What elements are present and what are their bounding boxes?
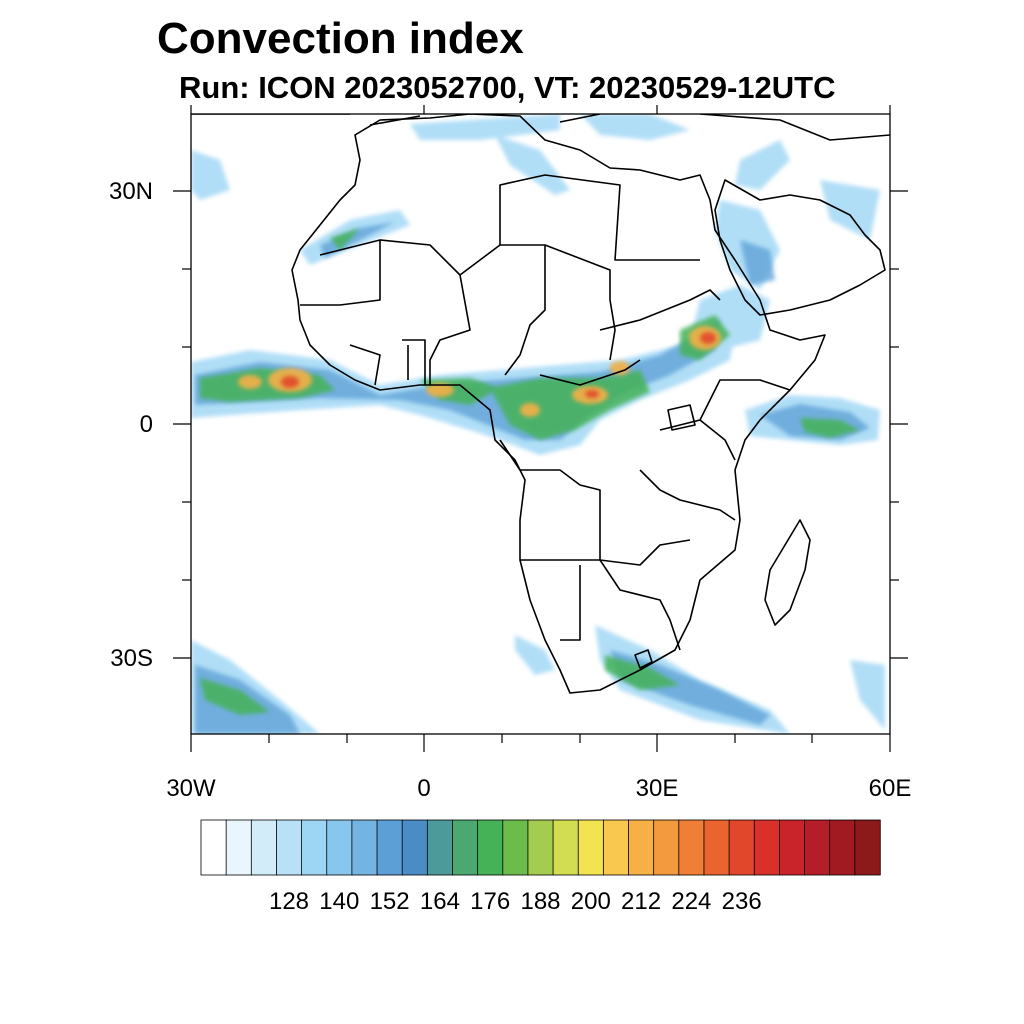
- colorbar-swatch: [376, 819, 403, 876]
- colorbar-swatch: [426, 819, 454, 876]
- colorbar-swatch: [401, 819, 429, 876]
- colorbar-label: 140: [319, 888, 360, 915]
- colorbar-label: 224: [671, 888, 712, 915]
- map-title: Convection index: [157, 14, 524, 63]
- colorbar-swatch: [301, 819, 328, 876]
- colorbar-swatch: [829, 819, 856, 876]
- lon-ticks: [190, 105, 891, 752]
- colorbar-label: 176: [470, 888, 511, 915]
- colorbar-swatch: [703, 819, 730, 876]
- colorbar-swatch: [628, 819, 655, 876]
- colorbar-swatch: [602, 819, 630, 876]
- colorbar-label: 188: [520, 888, 561, 915]
- lat-label-30s: 30S: [110, 645, 153, 672]
- lat-label-30n: 30N: [108, 178, 153, 205]
- colorbar-swatch: [678, 819, 705, 876]
- colorbar-label: 164: [419, 888, 460, 915]
- colorbar-swatch: [477, 819, 504, 876]
- coastlines: [191, 114, 890, 694]
- colorbar-label: 128: [268, 888, 310, 915]
- colorbar-swatch: [225, 819, 252, 876]
- colorbar-swatch: [779, 819, 806, 876]
- convection-field: [191, 114, 885, 734]
- lon-label-30w: 30W: [166, 775, 216, 802]
- colorbar-label: 152: [369, 888, 410, 915]
- lon-label-0: 0: [417, 775, 431, 802]
- colorbar: [200, 819, 881, 876]
- lat-ticks: [173, 190, 908, 659]
- map-subtitle: Run: ICON 2023052700, VT: 20230529-12UTC: [179, 70, 836, 105]
- colorbar-swatch: [854, 819, 881, 876]
- colorbar-swatch: [276, 819, 303, 876]
- colorbar-label: 236: [721, 888, 762, 915]
- lon-label-30e: 30E: [635, 775, 679, 802]
- colorbar-swatch: [527, 819, 554, 876]
- colorbar-swatch: [250, 819, 278, 876]
- colorbar-swatch: [502, 819, 529, 876]
- lon-label-60e: 60E: [868, 775, 912, 802]
- colorbar-swatch: [804, 819, 831, 876]
- colorbar-swatch: [326, 819, 353, 876]
- colorbar-swatch: [452, 819, 479, 876]
- colorbar-swatch: [351, 819, 378, 876]
- colorbar-label: 200: [570, 888, 611, 915]
- colorbar-swatch: [728, 819, 755, 876]
- lat-label-0: 0: [139, 411, 153, 438]
- colorbar-swatch: [200, 819, 227, 876]
- colorbar-swatch: [577, 819, 605, 876]
- colorbar-label: 212: [621, 888, 662, 915]
- colorbar-swatch: [653, 819, 680, 876]
- colorbar-swatch: [552, 819, 579, 876]
- colorbar-swatch: [753, 819, 781, 876]
